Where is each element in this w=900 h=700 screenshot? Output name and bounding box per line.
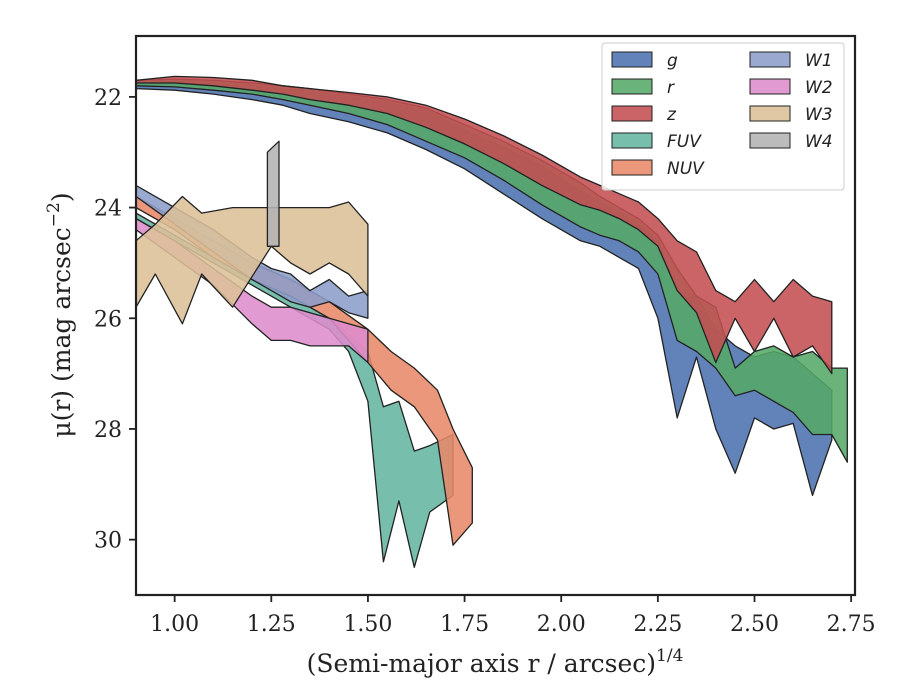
y-axis-label-text: μ(r) (mag arcsec [47,227,76,437]
y-axis-label-close: ) [47,192,76,202]
x-tick-label: 1.75 [440,612,489,637]
legend-label-w2: W2 [805,78,833,98]
x-tick-label: 2.50 [730,612,779,637]
x-axis-label: (Semi-major axis r / arcsec)1/4 [307,646,684,678]
legend-swatch-nuv [611,159,653,176]
x-axis-label-text: (Semi-major axis r / arcsec) [307,649,656,678]
x-tick-label: 2.25 [633,612,682,637]
legend-swatch-g [611,51,653,68]
band-w4 [266,140,280,247]
legend-swatch-w3 [749,105,791,122]
legend-label-r: r [667,78,675,98]
legend-label-fuv: FUV [667,132,702,152]
y-tick-label: 28 [94,418,122,443]
legend-label-w1: W1 [805,51,833,71]
legend-swatch-w1 [749,51,791,68]
legend-label-nuv: NUV [667,159,705,179]
y-axis-ticks: 22 24 26 28 30 [94,86,136,554]
legend-swatch-z [611,105,653,122]
legend-label-w3: W3 [805,105,833,125]
band-z [136,75,833,375]
y-axis-label: μ(r) (mag arcsec−2) [44,192,76,437]
y-tick-label: 30 [94,529,122,554]
legend-label-g: g [667,51,678,71]
y-tick-label: 22 [94,86,122,111]
x-axis-ticks: 1.00 1.25 1.50 1.75 2.00 2.25 2.50 2.75 [150,595,876,637]
y-tick-label: 26 [94,307,122,332]
legend-swatch-fuv [611,132,653,149]
x-tick-label: 1.00 [150,612,199,637]
legend-swatch-r [611,78,653,95]
legend-swatch-w2 [749,78,791,95]
legend-label-w4: W4 [805,132,833,152]
band-w3 [136,195,369,325]
y-axis-label-power: −2 [44,202,64,227]
x-tick-label: 1.50 [343,612,392,637]
x-tick-label: 2.75 [827,612,876,637]
legend: grz FUV NUV W1 W2 W3 W4 [601,42,845,191]
y-tick-label: 24 [94,197,122,222]
legend-label-z: z [666,105,677,125]
plot-frame [134,34,857,597]
legend-swatch-w4 [749,132,791,149]
x-tick-label: 2.00 [537,612,586,637]
x-axis-label-power: 1/4 [656,646,683,666]
x-tick-label: 1.25 [247,612,296,637]
data-bands [136,75,848,568]
